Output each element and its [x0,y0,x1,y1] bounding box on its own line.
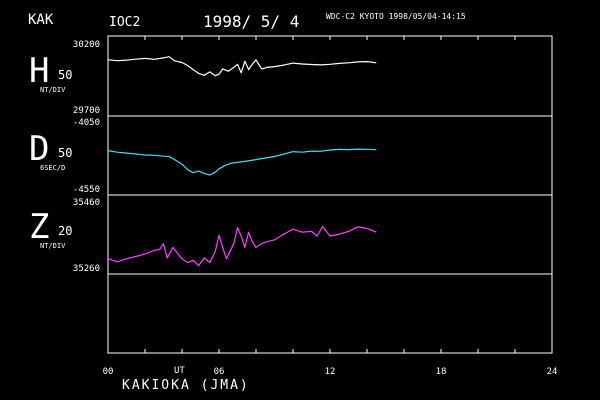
range-top-label: 35460 [73,198,100,208]
scale-unit: 6SEC/D [40,164,65,172]
time-axis: 00 06 12 18 24 [103,367,558,377]
panel-h: H 50 NT/DIV 30200 29700 [29,40,552,117]
scale-value: 20 [58,224,72,238]
panel-z: Z 20 NT/DIV 35460 35260 [29,198,552,275]
component-letter: H [29,51,49,91]
range-bottom-label: 35260 [73,264,100,274]
series-id: IOC2 [109,15,140,30]
component-panels: H 50 NT/DIV 30200 29700 D 50 6SEC/D -4050 -4550 Z 2… [29,40,552,275]
scale-unit: NT/DIV [40,242,66,250]
trace-h [107,56,377,77]
range-top-label: 30200 [73,40,100,50]
x-tick-label: 06 [214,367,225,377]
x-tick-label: 24 [547,367,558,377]
station-code: KAK [28,12,54,28]
trace-z [107,225,377,267]
time-unit-label: UT [174,366,185,376]
component-letter: Z [29,207,49,247]
range-bottom-label: -4550 [73,185,100,195]
record-date: 1998/ 5/ 4 [203,12,299,31]
x-tick-label: 00 [103,367,114,377]
scale-unit: NT/DIV [40,86,66,94]
x-tick-label: 12 [325,367,336,377]
chart-labels: KAK IOC2 1998/ 5/ 4 WDC-C2 KYOTO 1998/05… [28,12,466,393]
x-tick-label: 18 [436,367,447,377]
data-source: WDC-C2 KYOTO 1998/05/04-14:15 [326,12,466,21]
component-letter: D [29,129,49,169]
trace-d [107,148,377,176]
scale-value: 50 [58,146,72,160]
panel-d: D 50 6SEC/D -4050 -4550 [29,118,552,196]
observatory-name: KAKIOKA (JMA) [122,378,250,393]
range-bottom-label: 29700 [73,106,100,116]
range-top-label: -4050 [73,118,100,128]
scale-value: 50 [58,68,72,82]
